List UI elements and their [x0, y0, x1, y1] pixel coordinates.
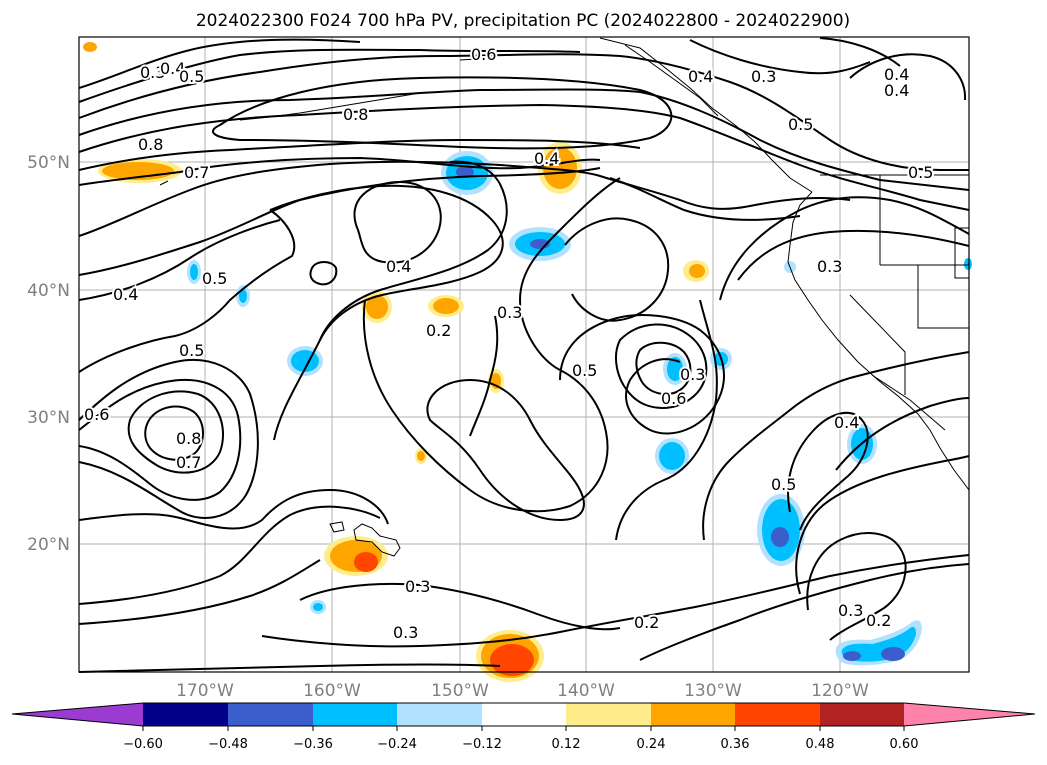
map-frame — [78, 36, 970, 673]
contour-label: 0.5 — [202, 269, 227, 288]
contour-label: 0.6 — [661, 389, 686, 408]
contour-label: 0.3 — [497, 303, 522, 322]
lon-tick-label: 130°W — [684, 681, 742, 701]
lon-tick-label: 170°W — [176, 681, 234, 701]
lon-tick-label: 140°W — [557, 681, 615, 701]
lat-tick-label: 40°N — [27, 281, 70, 301]
contour-label: 0.3 — [751, 67, 776, 86]
colorbar-tick-label: 0.24 — [637, 737, 666, 752]
colorbar-segment — [566, 703, 651, 726]
precip-positive-shading — [83, 42, 709, 682]
contour-label: 0.4 — [386, 257, 411, 276]
contour-label: 0.4 — [834, 413, 859, 432]
colorbar-segment — [482, 703, 566, 726]
lon-tick-label: 120°W — [811, 681, 869, 701]
colorbar-tick-label: −0.48 — [208, 737, 248, 752]
colorbar-extend-min — [12, 703, 143, 726]
map-title: 2024022300 F024 700 hPa PV, precipitatio… — [196, 11, 850, 31]
contour-label: 0.8 — [176, 429, 201, 448]
colorbar-segment — [397, 703, 482, 726]
lat-tick-label: 20°N — [27, 535, 70, 555]
contour-label: 0.4 — [884, 65, 909, 84]
contour-label: 0.8 — [343, 105, 368, 124]
contour-label: 0.7 — [184, 163, 209, 182]
colorbar-segment — [651, 703, 735, 726]
contour-label: 0.3 — [838, 601, 863, 620]
lat-tick-labels: 50°N 40°N 30°N 20°N — [27, 153, 70, 555]
colorbar-tick-label: 0.36 — [721, 737, 750, 752]
colorbar-segment — [228, 703, 313, 726]
contour-label: 0.5 — [179, 67, 204, 86]
colorbar-extend-max — [904, 703, 1035, 726]
map-area — [79, 37, 969, 672]
lon-tick-label: 150°W — [431, 681, 489, 701]
contour-label: 0.5 — [572, 361, 597, 380]
colorbar-segment — [820, 703, 904, 726]
contour-label: 0.6 — [84, 405, 109, 424]
contour-label: 0.2 — [866, 611, 891, 630]
contour-labels: 0.3 0.4 0.5 0.6 0.4 0.3 0.4 0.8 0.5 0.8 … — [82, 43, 935, 644]
contour-label: 0.5 — [179, 341, 204, 360]
colorbar-tick-label: −0.60 — [123, 737, 163, 752]
contour-label: 0.3 — [817, 257, 842, 276]
pv-contours — [78, 37, 970, 673]
colorbar: −0.60 −0.48 −0.36 −0.24 −0.12 0.12 0.24 … — [11, 702, 1036, 752]
contour-label: 0.7 — [176, 453, 201, 472]
colorbar-tick-label: 0.48 — [806, 737, 835, 752]
contour-label: 0.8 — [138, 135, 163, 154]
colorbar-segment — [143, 703, 228, 726]
colorbar-tick-label: −0.24 — [377, 737, 417, 752]
contour-label: 0.5 — [788, 115, 813, 134]
contour-label: 0.3 — [393, 623, 418, 642]
contour-label: 0.3 — [140, 63, 165, 82]
lat-tick-label: 30°N — [27, 408, 70, 428]
contour-label: 0.2 — [426, 321, 451, 340]
lon-tick-label: 160°W — [303, 681, 361, 701]
contour-label: 0.5 — [908, 163, 933, 182]
colorbar-tick-label: 0.12 — [552, 737, 581, 752]
colorbar-segment — [735, 703, 820, 726]
lat-tick-label: 50°N — [27, 153, 70, 173]
colorbar-tick-label: −0.36 — [293, 737, 333, 752]
contour-label: 0.4 — [160, 59, 185, 78]
contour-label: 0.3 — [405, 577, 430, 596]
colorbar-tick-label: −0.12 — [462, 737, 502, 752]
contour-label: 0.3 — [680, 365, 705, 384]
lon-tick-labels: 170°W 160°W 150°W 140°W 130°W 120°W — [176, 681, 869, 701]
contour-label: 0.4 — [688, 67, 713, 86]
contour-label: 0.4 — [534, 149, 559, 168]
contour-label: 0.4 — [113, 285, 138, 304]
contour-label: 0.4 — [884, 81, 909, 100]
colorbar-segment — [313, 703, 397, 726]
contour-label: 0.2 — [634, 613, 659, 632]
colorbar-tick-label: 0.60 — [890, 737, 919, 752]
contour-label: 0.6 — [471, 45, 496, 64]
contour-label: 0.5 — [771, 475, 796, 494]
